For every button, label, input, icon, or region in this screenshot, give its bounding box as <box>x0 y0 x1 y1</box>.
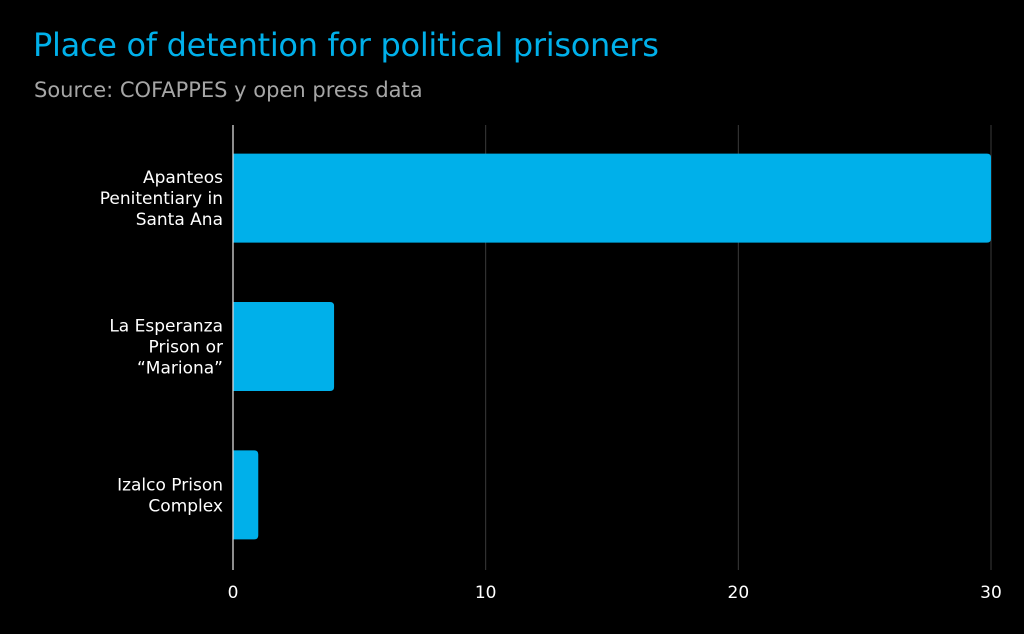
category-label: La Esperanza Prison or “Mariona” <box>109 317 223 379</box>
bar <box>233 302 335 391</box>
category-label-line: Izalco Prison <box>117 475 223 495</box>
chart-subtitle: Source: COFAPPES y open press data <box>34 78 423 102</box>
category-label-line: Penitentiary in <box>100 189 223 209</box>
category-label: Izalco Prison Complex <box>117 475 223 516</box>
bar <box>233 450 259 540</box>
category-label-line: Complex <box>148 496 223 516</box>
category-label-line: La Esperanza <box>109 317 223 337</box>
x-tick-label: 30 <box>980 583 1002 603</box>
chart-title: Place of detention for political prisone… <box>33 26 659 64</box>
bars <box>233 153 991 540</box>
x-tick-label: 10 <box>475 583 497 603</box>
category-label-line: Prison or <box>149 338 224 358</box>
category-label-line: “Mariona” <box>137 359 223 379</box>
category-label-line: Apanteos <box>143 168 223 188</box>
category-label: Apanteos Penitentiary in Santa Ana <box>100 168 223 230</box>
category-label-line: Santa Ana <box>136 210 223 230</box>
bar <box>233 153 991 243</box>
category-labels: Apanteos Penitentiary in Santa Ana La Esper… <box>100 168 223 516</box>
x-tick-labels: 0 10 20 30 <box>228 583 1002 603</box>
x-tick-label: 0 <box>228 583 239 603</box>
x-tick-label: 20 <box>728 583 750 603</box>
